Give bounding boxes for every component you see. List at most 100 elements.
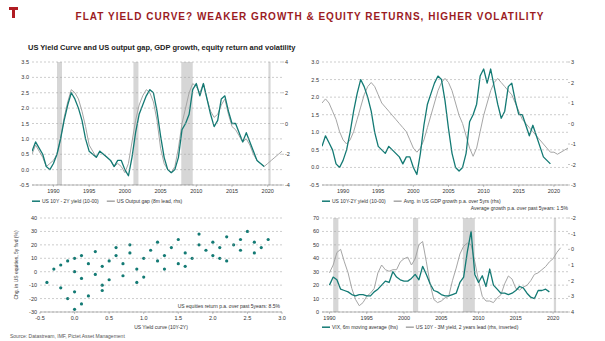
scatter-point [267,238,270,241]
grid-line [322,244,568,245]
y-tick-label: 10 [31,255,37,261]
grid-line [40,271,282,272]
y-tick-label: 2.0 [21,105,29,111]
y2-tick [568,265,570,266]
scatter-point [94,273,97,276]
legend-swatch [322,326,330,328]
legend-swatch [394,200,402,202]
grid-line [322,149,568,150]
legend-label: Avrg. in US GDP growth p.a. over 5yrs (r… [404,198,501,204]
series-line [322,69,550,174]
y2-tick-label: 2 [571,80,574,86]
plot-area [329,218,560,312]
grid-line [40,285,282,286]
y2-tick [568,218,570,219]
y2-tick-label: 3 [571,293,574,299]
scatter-point [163,254,166,257]
scatter-point [204,249,207,252]
scatter-point [239,238,242,241]
logo [9,7,18,18]
scatter-point [184,265,187,268]
y2-tick [568,123,570,124]
x-tick-label: 2000 [119,188,131,194]
scatter-point [225,259,228,262]
y-tick-label: 60 [313,228,319,234]
y-tick-label: 3.5 [21,59,29,65]
grid-line [322,298,568,299]
subtitle: US Yield Curve and US output gap, GDP gr… [28,43,296,52]
title: FLAT YIELD CURVE? WEAKER GROWTH & EQUITY… [76,11,545,22]
y2-tick [282,123,284,124]
y2-tick-label: -1 [571,231,576,237]
y-tick-label: 0.0 [311,164,319,170]
y-tick-label: 2.5 [21,90,29,96]
scatter-point [80,302,83,305]
y-tick-label: 2.0 [311,94,319,100]
y-tick-label: 40 [313,255,319,261]
plot-area [322,69,568,174]
grid-line [322,258,568,259]
chart-3: 010203040506070-2-1012341990199520002005… [313,215,576,330]
x-tick-label: 2000 [407,188,419,194]
x-tick-label: 1995 [372,188,384,194]
scatter-point [218,246,221,249]
legend-swatch [322,200,330,202]
x-tick-label: 1995 [83,188,95,194]
grid-line [322,79,568,80]
scatter-point [114,246,117,249]
y-tick-label: 10 [313,296,319,302]
x-tick-label: 1990 [323,315,335,321]
y2-tick-label: 0 [285,121,288,127]
scatter-point [108,259,111,262]
x-tick-label: 2010 [190,188,202,194]
x-tick-label: 2020 [548,188,560,194]
y-tick-label: 30 [31,228,37,234]
scatter-point [135,281,138,284]
y2-tick-label: 1 [571,262,574,268]
grid-line [322,285,568,286]
grid-line [40,312,282,313]
scatter-point [52,267,55,270]
y2-tick [568,62,570,63]
y-tick-label: 1.5 [311,112,319,118]
legend-swatch [107,200,115,202]
y-tick-label: 2.5 [311,77,319,83]
scatter-point [87,262,90,265]
scatter-point [225,235,228,238]
scatter-point [253,241,256,244]
recession-band [181,62,192,185]
grid-line [32,77,282,78]
scatter-point [80,277,83,280]
grid-line [32,62,282,63]
x-tick-label: 1.5 [174,315,182,321]
y2-tick [568,249,570,250]
x-tick-label: 2015 [226,188,238,194]
legend-label: US 10Y-2Y yield (10-00) [332,198,386,204]
scatter-point [177,238,180,241]
y2-tick-label: 4 [571,309,574,315]
y2-tick-label: -4 [285,182,290,188]
scatter-point [170,246,173,249]
grid-line [322,97,568,98]
scatter-point [73,290,76,293]
y2-tick-label: 2 [285,90,288,96]
y2-tick-label: -2 [571,215,576,221]
chart-1: -0.50.00.51.01.52.02.53.0-3-2-1012319901… [310,59,576,211]
grid-line [40,218,282,219]
x-tick-label: 2015 [510,315,522,321]
scatter-point [101,265,104,268]
y-tick-label: 30 [313,269,319,275]
x-tick-label: 1.0 [140,315,148,321]
y2-tick [282,185,284,186]
scatter-point [87,294,90,297]
scatter-point [253,251,256,254]
legend-label: US Output gap (8m lead, rhs) [117,198,183,204]
grid-line [32,185,282,186]
source: Source: Datastream, IMF, Pictet Asset Ma… [10,333,125,339]
x-tick-label: 2.0 [209,315,217,321]
scatter-point [211,241,214,244]
y-tick-label: 3.0 [21,74,29,80]
recession-band [554,218,556,312]
grid-line [40,298,282,299]
grid-line [322,167,568,168]
